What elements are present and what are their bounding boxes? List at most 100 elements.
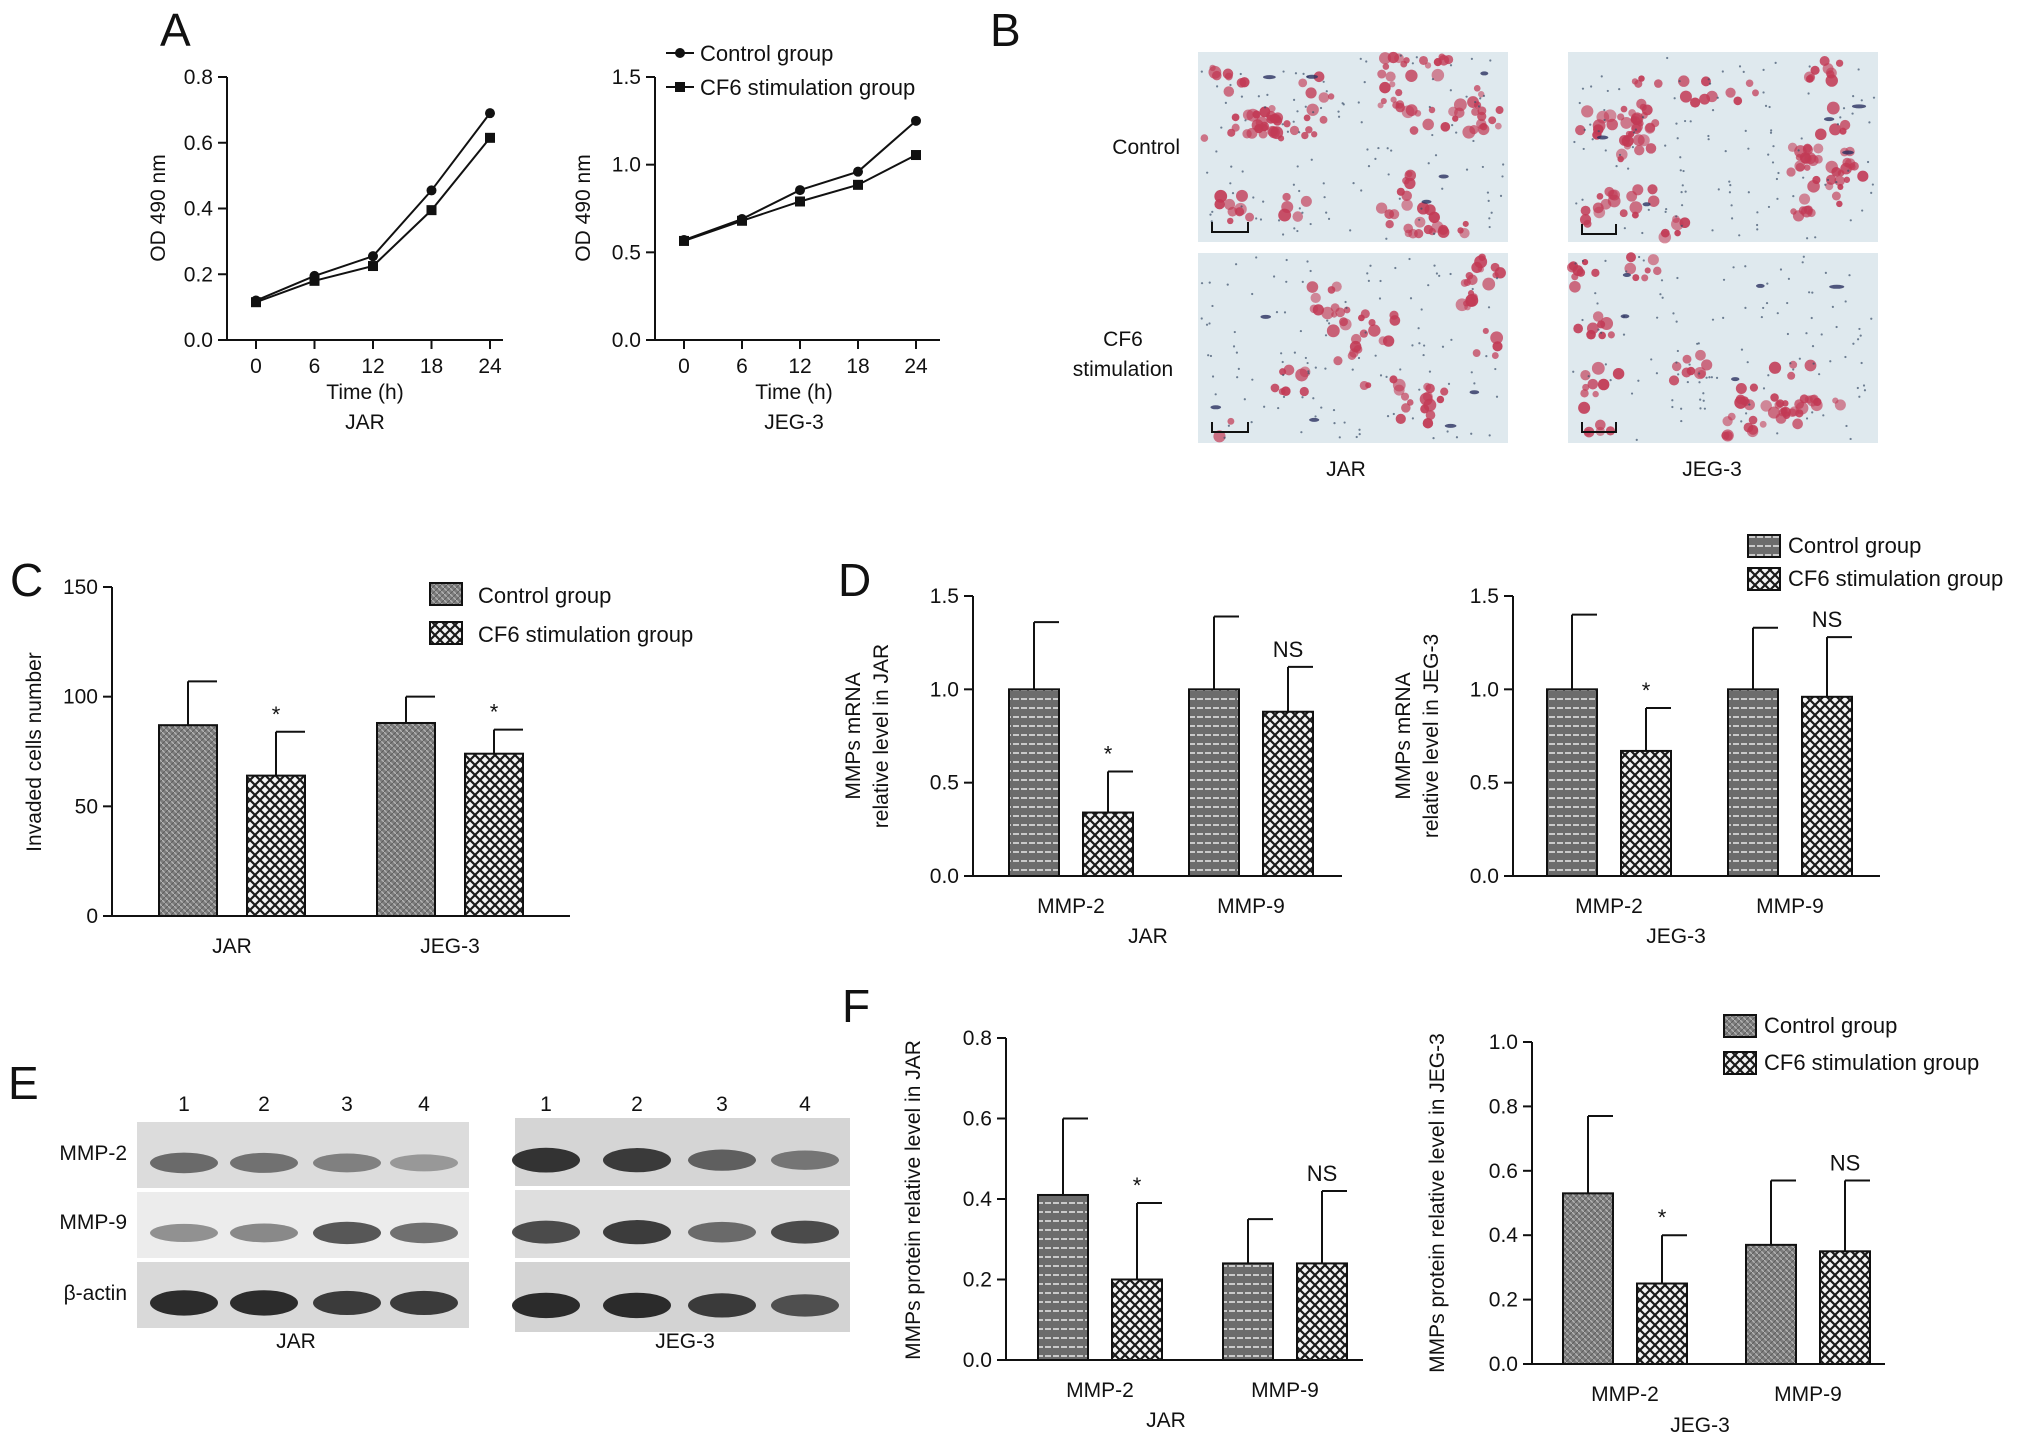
chart-d-jeg3: 0.0 0.5 1.0 1.5 * MMP-2 NS MMP-9 JEG-3 MMPs mR… <box>1392 533 2003 948</box>
y-tick-label: 0.8 <box>1489 1095 1518 1118</box>
stained-cell <box>1605 426 1616 436</box>
y-tick-label: 0.4 <box>963 1188 993 1211</box>
stained-cell <box>1242 129 1252 139</box>
membrane-pore <box>1477 105 1481 108</box>
stained-cell <box>1462 125 1476 139</box>
stained-cell <box>1343 306 1351 314</box>
bar-cf6 <box>1082 811 1134 877</box>
stained-cell <box>1231 123 1240 132</box>
stained-cell <box>1836 200 1843 208</box>
membrane-pore <box>1769 131 1773 134</box>
membrane-pore <box>1811 291 1814 294</box>
stained-cell <box>1408 228 1418 239</box>
membrane-pore <box>1839 116 1842 119</box>
dark-cell <box>1823 117 1835 122</box>
stained-cell <box>1270 126 1284 140</box>
legend-a: Control group CF6 stimulation group <box>666 41 915 100</box>
membrane-pore <box>1352 181 1355 185</box>
stained-cell <box>1270 383 1280 393</box>
stained-cell <box>1632 274 1640 282</box>
membrane-pore <box>1450 338 1453 341</box>
membrane-pore <box>1481 165 1484 169</box>
group-caption: JAR <box>1146 1409 1186 1432</box>
membrane-pore <box>1811 411 1814 414</box>
membrane-pore <box>1744 129 1747 132</box>
stained-cell <box>1283 120 1291 128</box>
membrane-pore <box>1418 218 1421 221</box>
stained-cell <box>1378 52 1392 65</box>
membrane-pore <box>1366 272 1369 275</box>
membrane-pore <box>1829 360 1832 363</box>
membrane-pore <box>1358 428 1361 431</box>
membrane-pore <box>1428 105 1431 109</box>
membrane-pore <box>1286 130 1290 133</box>
membrane-pore <box>1842 107 1846 110</box>
panel-letter-b: B <box>990 4 1021 56</box>
lane-number: 3 <box>341 1093 353 1116</box>
membrane-pore <box>1314 366 1317 369</box>
membrane-pore <box>1728 191 1731 194</box>
membrane-pore <box>1702 392 1705 395</box>
y-tick-label: 0.8 <box>184 66 213 89</box>
blot-band <box>771 1294 839 1317</box>
y-tick-label: 0.6 <box>963 1108 992 1131</box>
membrane-pore <box>1390 149 1393 152</box>
membrane-pore <box>1707 78 1710 81</box>
stained-cell <box>1620 105 1628 113</box>
stained-cell <box>1428 211 1440 224</box>
stained-cell <box>1385 71 1396 82</box>
stained-cell <box>1414 216 1426 228</box>
stained-cell <box>1422 118 1434 131</box>
membrane-pore <box>1229 182 1232 185</box>
membrane-pore <box>1596 302 1599 305</box>
stained-cell <box>1745 79 1754 88</box>
stained-cell <box>1401 199 1413 211</box>
stained-cell <box>1319 115 1328 124</box>
stained-cell <box>1776 399 1785 408</box>
membrane-pore <box>1234 263 1238 266</box>
membrane-pore <box>1808 65 1811 68</box>
y-tick-label: 1.5 <box>930 585 959 608</box>
y-tick-label: 50 <box>75 795 98 818</box>
stained-cell <box>1653 79 1663 88</box>
dark-cell <box>1438 174 1449 179</box>
category-label: MMP-9 <box>1756 895 1824 918</box>
category-label: MMP-2 <box>1037 895 1105 918</box>
membrane-pore <box>1848 274 1851 277</box>
stained-cell <box>1400 60 1408 68</box>
membrane-pore <box>1306 260 1309 263</box>
x-axis-label: Time (h) <box>755 381 832 404</box>
stained-cell <box>1592 311 1604 322</box>
membrane-pore <box>1364 331 1367 334</box>
membrane-pore <box>1263 106 1267 109</box>
membrane-pore <box>1374 354 1377 357</box>
membrane-pore <box>1344 300 1347 304</box>
stained-cell <box>1419 392 1433 406</box>
membrane-pore <box>1377 146 1380 150</box>
data-point-control <box>795 185 805 196</box>
membrane-pore <box>1275 311 1279 314</box>
stained-cell <box>1792 418 1803 430</box>
membrane-pore <box>1486 191 1490 194</box>
bar-control <box>1222 1262 1274 1362</box>
bar-control <box>1562 1192 1614 1365</box>
membrane-pore <box>1680 224 1683 227</box>
y-axis-label-line2: relative level in JAR <box>870 644 893 828</box>
stained-cell <box>1679 90 1692 103</box>
x-tick-label: 6 <box>309 355 321 378</box>
membrane-pore <box>1762 306 1765 310</box>
x-tick-label: 12 <box>361 355 384 378</box>
stained-cell <box>1568 261 1579 271</box>
stained-cell <box>1725 87 1736 98</box>
membrane-pore <box>1699 407 1702 410</box>
blot-band <box>512 1220 580 1244</box>
membrane-pore <box>1488 225 1491 229</box>
membrane-pore <box>1659 293 1662 296</box>
membrane-pore <box>1581 259 1585 263</box>
stained-cell <box>1377 69 1387 79</box>
significance-marker: NS <box>1812 607 1843 632</box>
blot-row-label-mmp9: MMP-9 <box>59 1211 127 1234</box>
panel-letter-e: E <box>8 1057 39 1109</box>
data-point-cf6 <box>679 235 689 246</box>
membrane-pore <box>1766 282 1769 285</box>
